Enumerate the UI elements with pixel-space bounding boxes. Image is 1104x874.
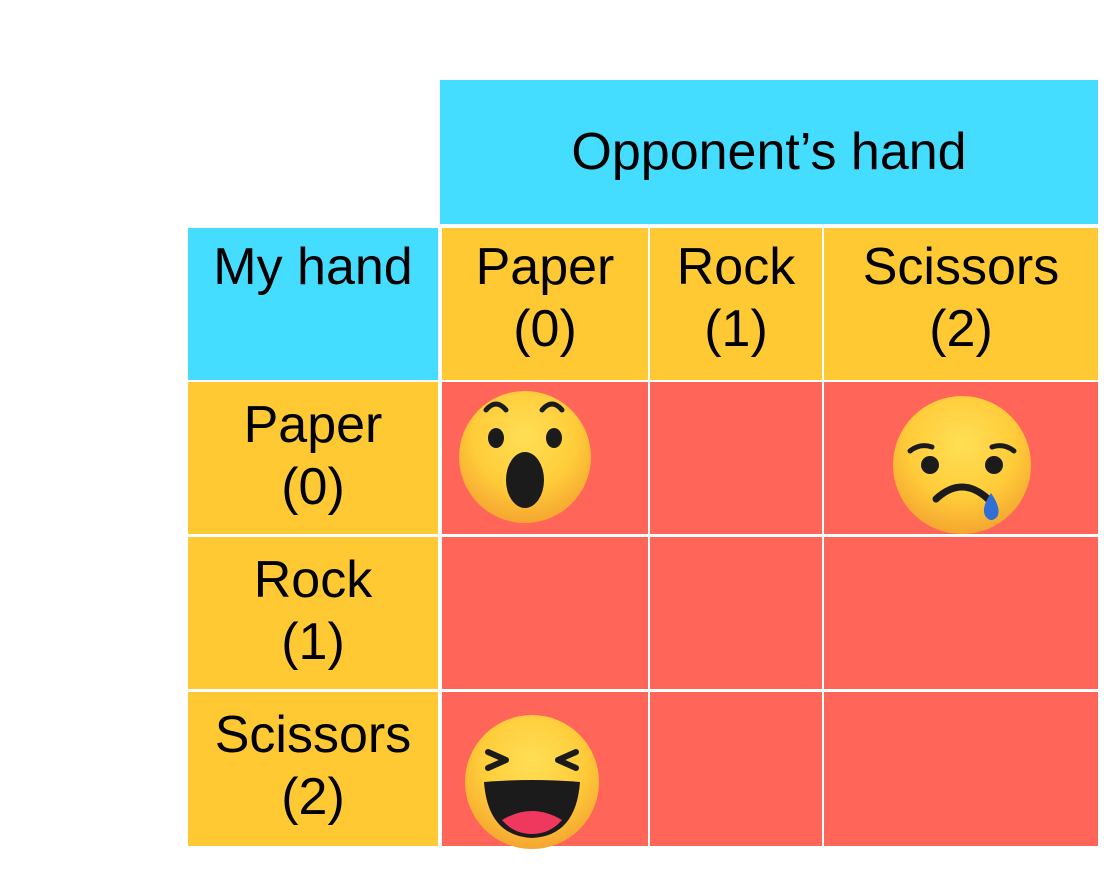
surprised-face-icon: [459, 391, 591, 523]
column-index: (1): [704, 300, 768, 358]
cell-paper-rock: [650, 382, 822, 534]
cell-scissors-rock: [650, 692, 822, 846]
column-header-scissors: Scissors (2): [824, 228, 1098, 380]
column-label: Scissors: [862, 238, 1060, 296]
column-header-rock: Rock (1): [650, 228, 822, 380]
opponent-hand-title: Opponent’s hand: [571, 123, 967, 181]
column-label: Paper: [475, 238, 615, 296]
laughing-face-icon: [465, 715, 599, 849]
column-header-paper: Paper (0): [442, 228, 648, 380]
row-label: Paper: [243, 396, 383, 454]
row-label: Scissors: [214, 706, 412, 764]
opponent-hand-header: Opponent’s hand: [440, 80, 1098, 224]
column-index: (2): [929, 300, 993, 358]
row-index: (0): [281, 458, 345, 516]
row-header-scissors: Scissors (2): [188, 692, 438, 846]
column-label: Rock: [676, 238, 796, 296]
cell-rock-paper: [442, 537, 648, 689]
cell-rock-scissors: [824, 537, 1098, 689]
row-index: (1): [281, 613, 345, 671]
row-label: Rock: [253, 551, 373, 609]
my-hand-header: My hand: [188, 228, 438, 380]
cell-rock-rock: [650, 537, 822, 689]
cell-scissors-scissors: [824, 692, 1098, 846]
row-index: (2): [281, 768, 345, 826]
row-header-rock: Rock (1): [188, 537, 438, 689]
row-header-paper: Paper (0): [188, 382, 438, 534]
column-index: (0): [513, 300, 577, 358]
my-hand-title: My hand: [213, 238, 413, 296]
sad-face-icon: [893, 396, 1031, 534]
